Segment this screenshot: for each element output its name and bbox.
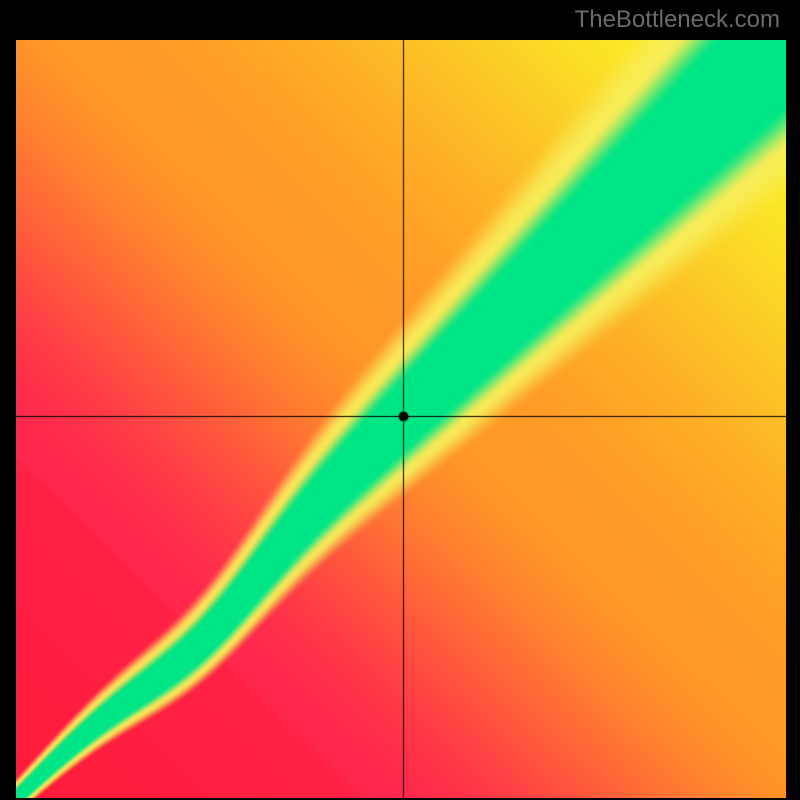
chart-frame: TheBottleneck.com [0, 0, 800, 800]
bottleneck-heatmap [16, 40, 786, 798]
watermark-text: TheBottleneck.com [575, 6, 780, 34]
